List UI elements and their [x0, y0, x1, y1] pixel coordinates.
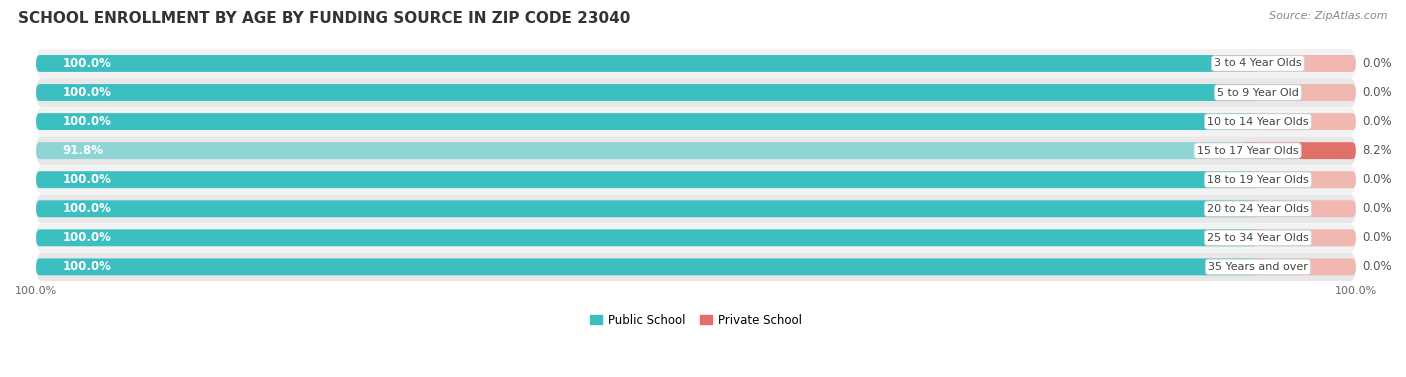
Text: 5 to 9 Year Old: 5 to 9 Year Old: [1218, 87, 1299, 98]
Bar: [1258, 171, 1265, 188]
FancyBboxPatch shape: [37, 195, 1355, 223]
FancyBboxPatch shape: [37, 229, 1355, 246]
FancyBboxPatch shape: [37, 107, 1355, 136]
Bar: [1247, 142, 1256, 159]
FancyBboxPatch shape: [1258, 84, 1355, 101]
FancyBboxPatch shape: [1258, 113, 1355, 130]
FancyBboxPatch shape: [37, 142, 1247, 159]
Text: 0.0%: 0.0%: [1362, 86, 1392, 99]
FancyBboxPatch shape: [37, 113, 1258, 130]
Legend: Public School, Private School: Public School, Private School: [591, 314, 801, 326]
Bar: [1254, 84, 1263, 101]
Text: 3 to 4 Year Olds: 3 to 4 Year Olds: [1215, 58, 1302, 69]
Text: 100.0%: 100.0%: [62, 173, 111, 186]
FancyBboxPatch shape: [37, 142, 1355, 159]
Bar: [1258, 84, 1265, 101]
FancyBboxPatch shape: [37, 166, 1355, 194]
FancyBboxPatch shape: [37, 253, 1355, 281]
Bar: [1258, 55, 1265, 72]
Text: 20 to 24 Year Olds: 20 to 24 Year Olds: [1208, 204, 1309, 214]
FancyBboxPatch shape: [1258, 259, 1355, 275]
Text: 91.8%: 91.8%: [62, 144, 104, 157]
Bar: [1258, 113, 1265, 130]
FancyBboxPatch shape: [37, 49, 1355, 78]
FancyBboxPatch shape: [1247, 142, 1355, 159]
Text: 0.0%: 0.0%: [1362, 115, 1392, 128]
Text: 0.0%: 0.0%: [1362, 173, 1392, 186]
FancyBboxPatch shape: [37, 84, 1355, 101]
Text: 15 to 17 Year Olds: 15 to 17 Year Olds: [1197, 146, 1298, 156]
FancyBboxPatch shape: [37, 55, 1355, 72]
Bar: [1258, 229, 1265, 246]
Text: Source: ZipAtlas.com: Source: ZipAtlas.com: [1270, 11, 1388, 21]
Text: 0.0%: 0.0%: [1362, 261, 1392, 273]
Bar: [1258, 200, 1265, 217]
Bar: [1254, 229, 1263, 246]
Bar: [1244, 142, 1251, 159]
Bar: [1254, 55, 1263, 72]
Text: SCHOOL ENROLLMENT BY AGE BY FUNDING SOURCE IN ZIP CODE 23040: SCHOOL ENROLLMENT BY AGE BY FUNDING SOUR…: [18, 11, 631, 26]
Bar: [1254, 113, 1263, 130]
Bar: [1258, 259, 1265, 275]
Text: 35 Years and over: 35 Years and over: [1208, 262, 1308, 272]
Bar: [1254, 200, 1263, 217]
Text: 18 to 19 Year Olds: 18 to 19 Year Olds: [1208, 175, 1309, 185]
Bar: [1254, 171, 1263, 188]
Text: 0.0%: 0.0%: [1362, 202, 1392, 215]
Text: 100.0%: 100.0%: [62, 57, 111, 70]
FancyBboxPatch shape: [37, 259, 1355, 275]
FancyBboxPatch shape: [37, 171, 1355, 188]
FancyBboxPatch shape: [37, 55, 1258, 72]
FancyBboxPatch shape: [1258, 200, 1355, 217]
FancyBboxPatch shape: [1258, 171, 1355, 188]
FancyBboxPatch shape: [37, 171, 1258, 188]
Text: 0.0%: 0.0%: [1362, 57, 1392, 70]
FancyBboxPatch shape: [37, 200, 1258, 217]
FancyBboxPatch shape: [37, 113, 1355, 130]
FancyBboxPatch shape: [37, 259, 1258, 275]
FancyBboxPatch shape: [37, 224, 1355, 252]
Text: 100.0%: 100.0%: [62, 202, 111, 215]
FancyBboxPatch shape: [37, 84, 1258, 101]
Text: 100.0%: 100.0%: [62, 115, 111, 128]
Bar: [1254, 259, 1263, 275]
Text: 100.0%: 100.0%: [62, 231, 111, 244]
Text: 25 to 34 Year Olds: 25 to 34 Year Olds: [1208, 233, 1309, 243]
FancyBboxPatch shape: [37, 229, 1258, 246]
FancyBboxPatch shape: [37, 200, 1355, 217]
FancyBboxPatch shape: [1258, 229, 1355, 246]
Text: 100.0%: 100.0%: [62, 261, 111, 273]
FancyBboxPatch shape: [1258, 55, 1355, 72]
Text: 0.0%: 0.0%: [1362, 231, 1392, 244]
Text: 10 to 14 Year Olds: 10 to 14 Year Olds: [1208, 116, 1309, 127]
FancyBboxPatch shape: [37, 78, 1355, 107]
Text: 100.0%: 100.0%: [62, 86, 111, 99]
FancyBboxPatch shape: [37, 136, 1355, 165]
Text: 8.2%: 8.2%: [1362, 144, 1392, 157]
